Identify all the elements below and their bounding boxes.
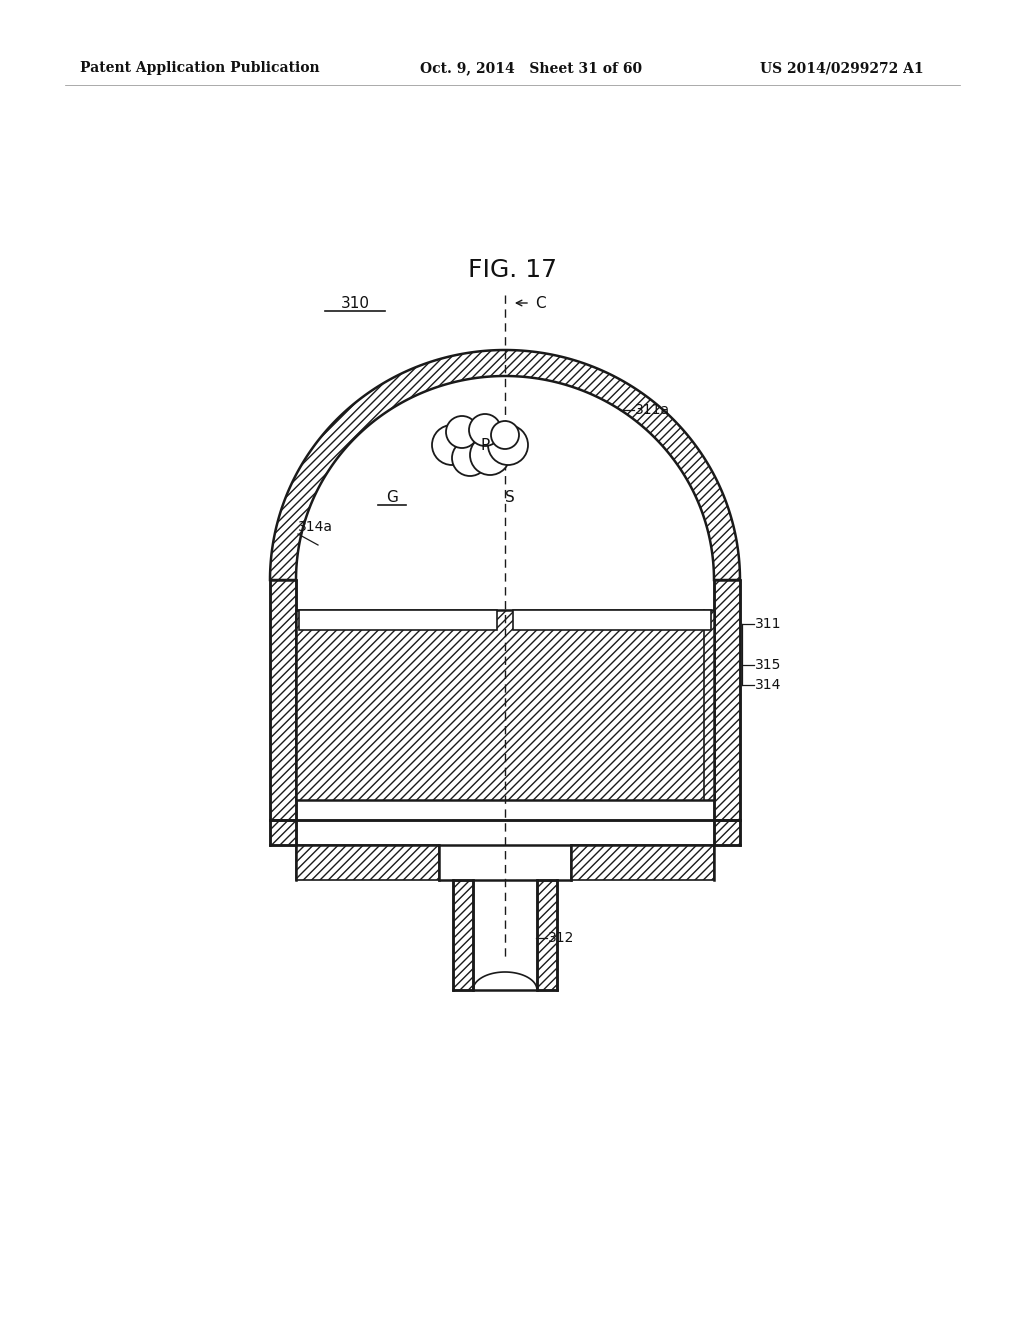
Polygon shape [299,610,497,630]
Polygon shape [270,350,740,579]
Text: P: P [480,437,489,453]
Text: 312: 312 [548,931,574,945]
Polygon shape [571,845,714,880]
Text: 314: 314 [755,678,781,692]
Text: S: S [505,490,515,504]
Text: C: C [535,296,546,310]
Polygon shape [714,820,740,845]
Circle shape [470,436,510,475]
Circle shape [469,414,501,446]
Circle shape [452,440,488,477]
Text: FIG. 17: FIG. 17 [468,257,556,282]
Circle shape [488,425,528,465]
Polygon shape [270,579,296,820]
Polygon shape [714,579,740,820]
Text: Patent Application Publication: Patent Application Publication [80,61,319,75]
Text: US 2014/0299272 A1: US 2014/0299272 A1 [760,61,924,75]
Text: 315: 315 [755,657,781,672]
Text: 310: 310 [341,296,370,310]
Polygon shape [296,610,714,800]
Polygon shape [296,845,439,880]
Text: G: G [386,490,398,504]
Polygon shape [513,610,711,630]
Text: 314a: 314a [298,520,333,535]
Text: 311: 311 [755,616,781,631]
Text: 311a: 311a [635,403,670,417]
Polygon shape [453,880,473,990]
Circle shape [490,421,519,449]
Polygon shape [270,820,296,845]
Circle shape [446,416,478,447]
Polygon shape [537,880,557,990]
Text: Oct. 9, 2014   Sheet 31 of 60: Oct. 9, 2014 Sheet 31 of 60 [420,61,642,75]
Circle shape [432,425,472,465]
